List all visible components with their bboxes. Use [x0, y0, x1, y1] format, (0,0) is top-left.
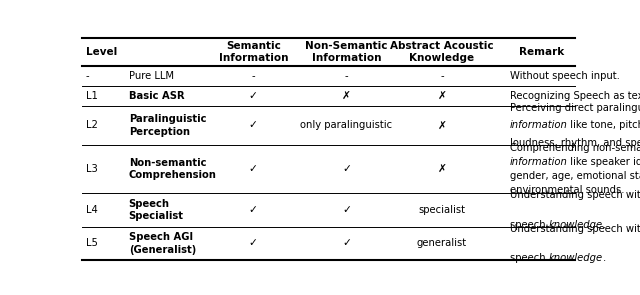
Text: ✓: ✓ — [342, 164, 351, 174]
Text: only paralinguistic: only paralinguistic — [300, 120, 392, 130]
Text: Understanding speech with: Understanding speech with — [509, 224, 640, 234]
Text: L5: L5 — [86, 238, 97, 248]
Text: .: . — [602, 253, 605, 263]
Text: Abstract Acoustic
Knowledge: Abstract Acoustic Knowledge — [390, 41, 493, 63]
Text: -: - — [344, 71, 348, 81]
Text: knowledge: knowledge — [548, 219, 602, 230]
Text: Basic ASR: Basic ASR — [129, 91, 184, 101]
Text: speech: speech — [509, 219, 548, 230]
Text: information: information — [509, 157, 568, 167]
Text: specialist: specialist — [419, 205, 465, 215]
Text: ✓: ✓ — [249, 164, 258, 174]
Text: ✓: ✓ — [249, 205, 258, 215]
Text: Speech
Specialist: Speech Specialist — [129, 199, 184, 221]
Text: ✓: ✓ — [342, 205, 351, 215]
Text: -: - — [440, 71, 444, 81]
Text: knowledge: knowledge — [548, 253, 602, 263]
Text: -: - — [86, 71, 89, 81]
Text: ✗: ✗ — [342, 91, 351, 101]
Text: Non-semantic
Comprehension: Non-semantic Comprehension — [129, 158, 216, 180]
Text: ✓: ✓ — [249, 91, 258, 101]
Text: gender, age, emotional state, and: gender, age, emotional state, and — [509, 171, 640, 181]
Text: Recognizing Speech as texts.: Recognizing Speech as texts. — [509, 91, 640, 101]
Text: Level: Level — [86, 47, 117, 57]
Text: loudness, rhythm, and speech rate.: loudness, rhythm, and speech rate. — [509, 137, 640, 148]
Text: ✓: ✓ — [342, 238, 351, 248]
Text: speech: speech — [509, 253, 548, 263]
Text: Paralinguistic
Perception: Paralinguistic Perception — [129, 114, 206, 137]
Text: like speaker identity,: like speaker identity, — [568, 157, 640, 167]
Text: -: - — [252, 71, 255, 81]
Text: L2: L2 — [86, 120, 97, 130]
Text: Understanding speech with: Understanding speech with — [509, 190, 640, 200]
Text: environmental sounds.: environmental sounds. — [509, 185, 624, 195]
Text: L3: L3 — [86, 164, 97, 174]
Text: ✓: ✓ — [249, 120, 258, 130]
Text: Pure LLM: Pure LLM — [129, 71, 173, 81]
Text: Non-Semantic
Information: Non-Semantic Information — [305, 41, 388, 63]
Text: Comprehending non-semantic: Comprehending non-semantic — [509, 143, 640, 153]
Text: Without speech input.: Without speech input. — [509, 71, 620, 81]
Text: .: . — [602, 219, 605, 230]
Text: ✗: ✗ — [437, 164, 446, 174]
Text: Semantic
Information: Semantic Information — [219, 41, 288, 63]
Text: ✗: ✗ — [437, 120, 446, 130]
Text: Speech AGI
(Generalist): Speech AGI (Generalist) — [129, 232, 196, 255]
Text: L1: L1 — [86, 91, 97, 101]
Text: Remark: Remark — [519, 47, 564, 57]
Text: generalist: generalist — [417, 238, 467, 248]
Text: information: information — [509, 120, 568, 130]
Text: like tone, pitch,: like tone, pitch, — [568, 120, 640, 130]
Text: Perceiving direct paralinguistic: Perceiving direct paralinguistic — [509, 104, 640, 113]
Text: ✓: ✓ — [249, 238, 258, 248]
Text: L4: L4 — [86, 205, 97, 215]
Text: ✗: ✗ — [437, 91, 446, 101]
